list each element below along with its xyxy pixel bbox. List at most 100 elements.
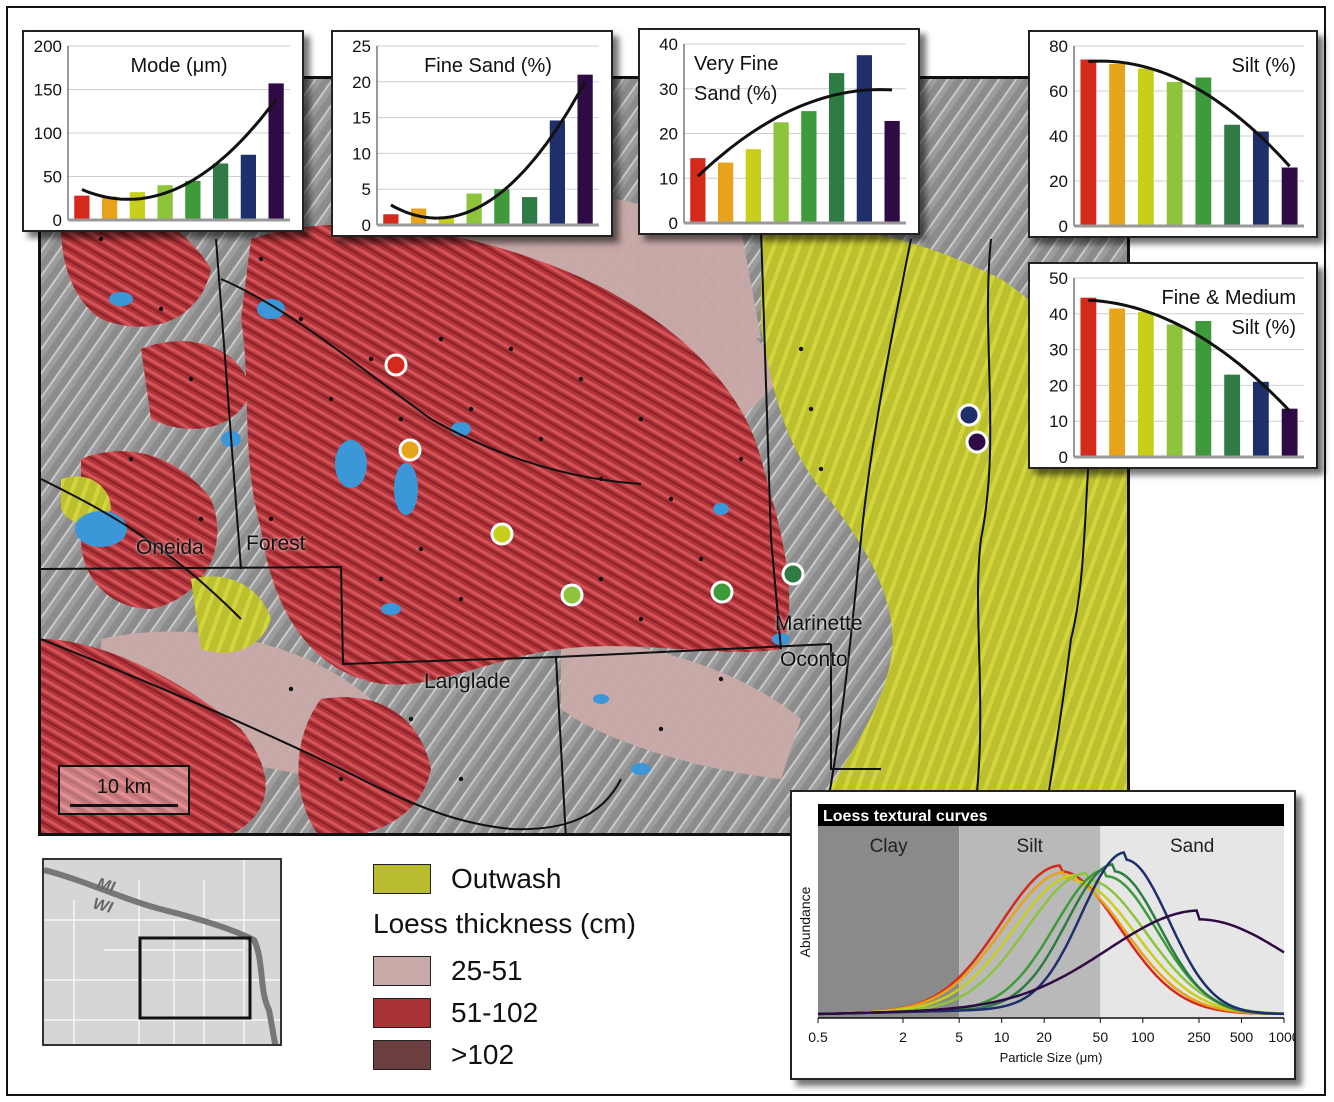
chart-title: Loess textural curves [823,808,988,825]
title-bar [818,804,1284,826]
sample-site-markers [384,353,989,607]
x-tick-label: 1000 [1268,1029,1294,1045]
curves-svg: Loess textural curves Clay Silt Sand 0.5 2 5 10… [797,804,1294,1065]
bar [549,120,566,225]
bar-chart-svg: 0 50 100 150 200 Mode (μm) [34,37,290,230]
y-tick-label: 200 [34,37,62,56]
sample-site-2 [398,438,422,462]
chart-silt: 0 20 40 60 80 Silt (%) [1028,30,1318,238]
state-border [44,867,279,1044]
x-tick-label: 20 [1036,1029,1052,1045]
locator-label-mi: MI [95,875,117,896]
legend-item-gt-102: >102 [373,1039,514,1071]
y-tick-label: 0 [669,214,678,233]
y-tick-label: 100 [34,124,62,143]
bar [383,214,399,225]
x-tick-label: 10 [994,1029,1010,1045]
sample-site-3 [490,522,514,546]
county-label-oneida: Oneida [136,536,204,559]
bar-chart-svg: 0 5 10 15 20 25 Fine Sand (%) [352,37,599,235]
county-label-forest: Forest [246,532,306,555]
bar-chart-svg: 0 10 20 30 40 Very Fine Sand (%) [659,35,906,233]
trend-line [1088,298,1291,412]
y-axis-label: Abundance [797,886,813,957]
bar [1224,374,1241,457]
legend-label-gt-102: >102 [451,1039,515,1070]
legend-swatch-gt-102 [373,1040,431,1070]
trend-line [390,80,587,220]
y-tick-label: 20 [1049,376,1068,395]
bar [438,216,455,225]
bar [1109,308,1126,457]
bar [129,192,146,220]
legend-label-25-51: 25-51 [451,955,523,986]
bar-chart-svg: 0 20 40 60 80 Silt (%) [1049,37,1304,236]
y-tick-label: 10 [1049,412,1068,431]
bar [1224,124,1241,226]
loess-textural-curves-chart: Loess textural curves Clay Silt Sand 0.5 2 5 10… [790,790,1296,1080]
county-label-oconto: Oconto [780,648,848,671]
scale-bar: 10 km [58,765,190,815]
bar [1195,320,1212,457]
x-tick-label: 5 [955,1029,963,1045]
x-tick-label: 500 [1230,1029,1254,1045]
sample-site-1 [384,353,408,377]
y-tick-label: 60 [1049,82,1068,101]
bar [1080,297,1097,457]
x-tick-label: 0.5 [808,1029,828,1045]
zone-label: Clay [870,836,909,857]
y-tick-label: 30 [1049,341,1068,360]
y-tick-label: 40 [1049,127,1068,146]
chart-mode: 0 50 100 150 200 Mode (μm) [22,30,304,232]
bar [521,197,538,225]
y-tick-label: 15 [352,109,371,128]
bar [1195,77,1212,226]
bar [1281,408,1298,457]
zone-band [818,826,960,1018]
zone-label: Sand [1170,836,1214,857]
bar [773,122,789,223]
y-tick-label: 0 [1059,448,1068,467]
y-tick-label: 40 [1049,305,1068,324]
y-tick-label: 0 [1059,217,1068,236]
county-label-marinette: Marinette [775,612,863,635]
bar [240,154,257,220]
x-tick-label: 50 [1093,1029,1109,1045]
locator-graphic: MI WI [44,860,280,1044]
locator-label-wi: WI [91,895,115,917]
trend-line [1088,59,1291,168]
bar [856,55,873,223]
chart-fine-sand: 0 5 10 15 20 25 Fine Sand (%) [331,30,613,237]
sample-site-4 [560,583,584,607]
chart-fine-medium-silt: 0 10 20 30 40 50 Fine & Medium Silt (%) [1028,262,1318,469]
bar [1281,167,1298,226]
y-tick-label: 0 [53,211,62,230]
study-area-box [138,936,252,1020]
bar [1080,59,1097,226]
county-boundaries [41,228,881,833]
bar [1252,381,1269,457]
chart-title: Fine & Medium [1162,287,1297,309]
legend-item-outwash: Outwash [373,863,562,895]
chart-title: Silt (%) [1232,55,1296,77]
y-tick-label: 10 [659,169,678,188]
bar [494,189,510,225]
bar [884,120,900,223]
chart-title: Silt (%) [1232,317,1296,339]
x-axis-label: Particle Size (μm) [1000,1050,1103,1065]
legend-label-outwash: Outwash [451,863,562,894]
chart-title: Sand (%) [694,83,777,105]
bar [1166,324,1183,457]
sample-points [98,236,824,782]
sample-site-5 [710,580,734,604]
bar [268,83,284,220]
y-tick-label: 10 [352,144,371,163]
sample-site-6 [781,562,805,586]
trend-line [696,88,893,178]
bar [717,162,734,223]
y-tick-label: 20 [352,73,371,92]
map-legend: Outwash Loess thickness (cm) 25-51 51-10… [373,860,693,1080]
chart-title: Fine Sand (%) [424,55,552,77]
chart-title: Mode (μm) [130,55,227,77]
bar [74,195,90,220]
